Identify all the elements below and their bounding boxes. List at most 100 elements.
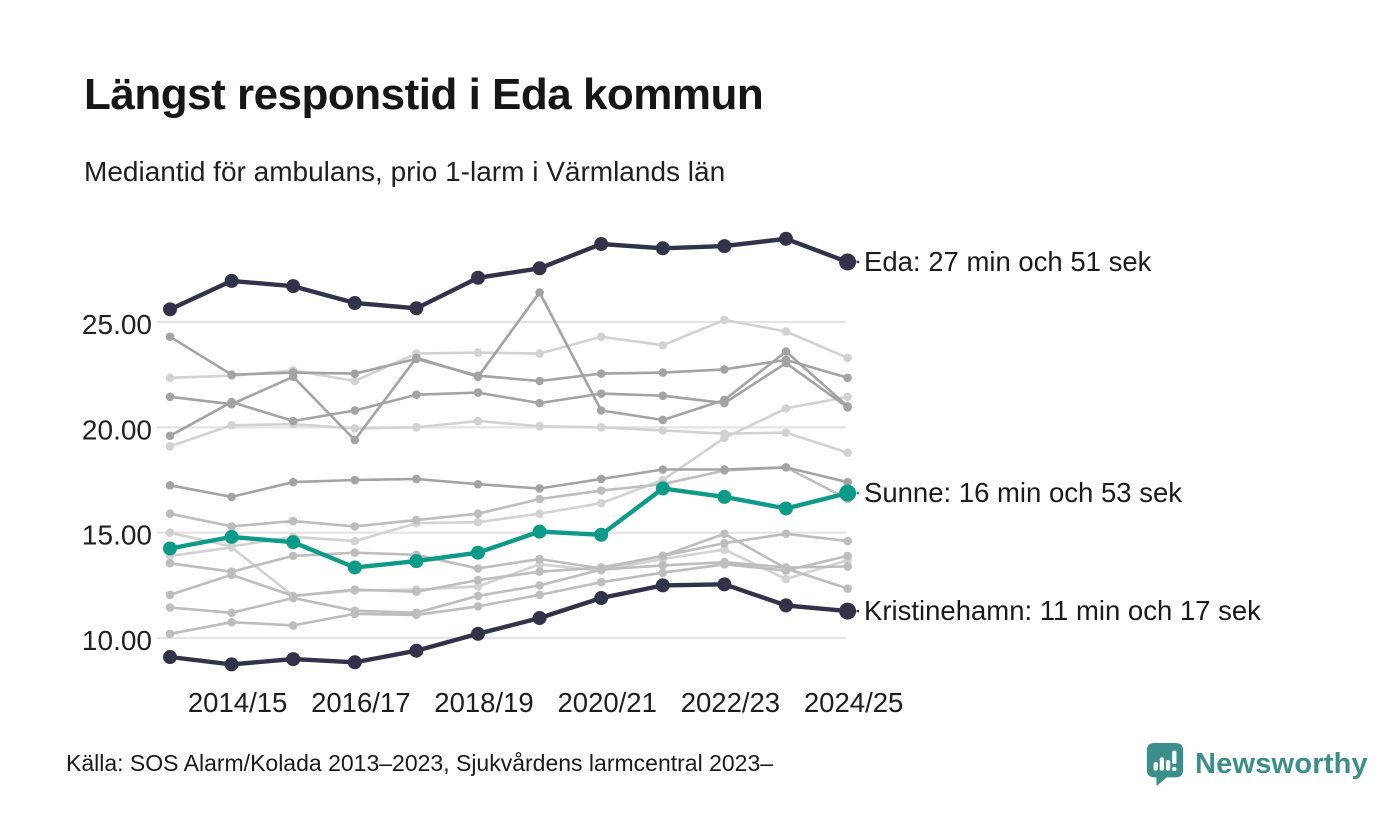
data-point: [658, 465, 668, 474]
data-point: [473, 582, 483, 591]
data-point-sunne: [409, 554, 424, 569]
data-point: [412, 423, 421, 432]
data-point: [350, 406, 360, 415]
data-point: [165, 392, 175, 402]
data-point-eda: [163, 302, 177, 317]
data-point: [227, 397, 236, 407]
data-point-kristinehamn: [594, 591, 609, 606]
speech-bubble-bar-chart-icon: [1146, 743, 1184, 786]
data-point: [781, 347, 791, 356]
data-point: [473, 479, 483, 489]
data-point: [412, 610, 421, 620]
data-point: [412, 390, 421, 399]
data-point: [350, 424, 360, 433]
data-point: [165, 528, 175, 537]
newsworthy-logo-text: Newsworthy: [1195, 747, 1368, 780]
data-point: [350, 548, 360, 558]
data-point: [288, 516, 298, 526]
data-point: [535, 581, 544, 590]
series-bg-10: [165, 529, 852, 601]
data-point: [535, 421, 544, 431]
data-point: [596, 498, 606, 508]
data-point: [720, 545, 729, 554]
data-point-eda: [717, 239, 732, 254]
page-subtitle: Mediantid för ambulans, prio 1-larm i Vä…: [84, 156, 726, 187]
data-point: [658, 561, 668, 570]
data-point: [720, 560, 729, 569]
data-point: [412, 515, 421, 525]
data-point: [720, 315, 729, 325]
data-point: [350, 475, 360, 485]
data-point-sunne: [594, 527, 609, 542]
data-point-sunne: [532, 524, 547, 539]
data-point: [535, 554, 544, 564]
series-bg-1: [165, 332, 852, 386]
data-point: [720, 398, 729, 408]
source-text: Källa: SOS Alarm/Kolada 2013–2023, Sjukv…: [66, 750, 774, 776]
data-point: [165, 332, 175, 342]
data-point: [781, 428, 791, 437]
data-point: [227, 420, 236, 430]
data-point: [473, 372, 483, 382]
data-point-eda: [347, 296, 362, 311]
data-point: [165, 480, 175, 490]
data-point-sunne: [224, 529, 239, 544]
data-point: [350, 522, 360, 531]
data-point: [473, 575, 483, 585]
data-point: [843, 373, 852, 383]
data-point: [781, 327, 791, 336]
y-axis-labels: 25.00 20.00 15.00 10.00: [82, 309, 152, 656]
data-point: [781, 358, 791, 368]
data-point: [843, 353, 852, 363]
data-point: [596, 423, 606, 432]
data-point-sunne: [286, 535, 301, 550]
newsworthy-logo: Newsworthy: [1144, 740, 1368, 788]
data-point: [843, 562, 852, 571]
data-point-eda: [471, 270, 485, 285]
data-point: [473, 388, 483, 397]
series-label-eda: Eda: 27 min och 51 sek: [864, 246, 1152, 277]
data-point: [165, 431, 175, 441]
series-label-sunne: Sunne: 16 min och 53 sek: [864, 477, 1182, 508]
data-point: [535, 398, 544, 408]
data-point: [781, 566, 791, 575]
x-tick-label: 2020/21: [557, 687, 656, 718]
data-point: [412, 474, 421, 484]
data-point-eda: [286, 279, 301, 294]
series-sunne: Sunne: 16 min och 53 sek: [163, 477, 1182, 575]
data-point: [843, 551, 852, 561]
x-tick-label: 2022/23: [681, 687, 780, 718]
data-point: [596, 369, 606, 378]
data-point: [781, 529, 791, 539]
data-point-kristinehamn: [224, 657, 239, 672]
series-bg-8: [165, 392, 852, 551]
data-point: [227, 617, 236, 627]
series-bg-4: [165, 315, 852, 386]
series-kristinehamn: Kristinehamn: 11 min och 17 sek: [163, 577, 1261, 672]
series-label-kristinehamn: Kristinehamn: 11 min och 17 sek: [864, 595, 1261, 626]
data-point: [781, 404, 791, 413]
data-point-kristinehamn: [347, 655, 362, 670]
data-point: [165, 590, 175, 600]
data-point-eda: [594, 237, 609, 252]
data-point: [720, 529, 729, 539]
data-point: [473, 602, 483, 611]
data-point-eda: [839, 253, 857, 271]
data-point: [843, 403, 852, 412]
data-point: [658, 426, 668, 435]
data-point: [227, 492, 236, 502]
data-point-eda: [779, 231, 793, 246]
data-point: [535, 494, 544, 504]
series-bg-6: [165, 463, 852, 502]
data-point-sunne: [779, 501, 793, 516]
data-point-sunne: [655, 481, 670, 496]
data-point-sunne: [839, 484, 857, 502]
data-point: [350, 369, 360, 378]
data-point: [165, 558, 175, 568]
data-point: [843, 448, 852, 457]
x-tick-label: 2018/19: [434, 687, 533, 718]
data-point: [720, 538, 729, 548]
data-point: [535, 509, 544, 519]
data-point: [288, 593, 298, 603]
data-point: [350, 585, 360, 594]
